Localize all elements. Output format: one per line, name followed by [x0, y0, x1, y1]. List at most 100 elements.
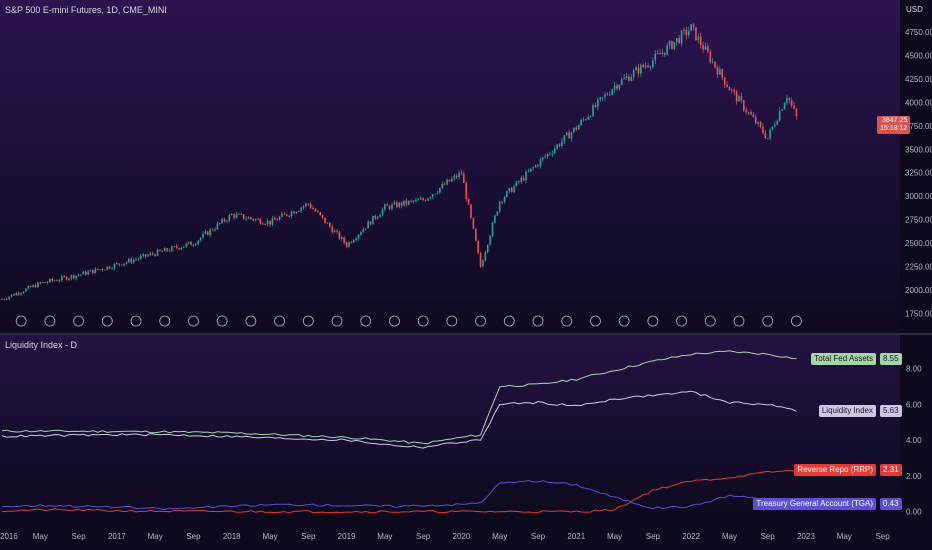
candle-body	[139, 255, 142, 259]
time-tick-label: 2022	[682, 532, 700, 541]
candle-body	[498, 201, 501, 212]
candle-body	[46, 282, 49, 283]
candle-body	[1, 299, 3, 301]
candle-body	[659, 52, 661, 55]
candle-body	[44, 282, 46, 283]
candle-body	[130, 258, 133, 263]
price-scale[interactable]: USD 4750.00 4500.00 4250.00 4000.00 3750.00 3…	[900, 0, 932, 333]
indicator-tick-label: 8.00	[906, 364, 922, 373]
candle-body	[273, 218, 276, 220]
candle-body	[630, 76, 633, 81]
time-tick-label: May	[492, 532, 507, 541]
candle-body	[15, 292, 18, 296]
price-chart[interactable]	[0, 0, 900, 333]
liquidity-chart[interactable]	[0, 335, 900, 523]
candle-body	[5, 299, 8, 300]
candle-body	[704, 46, 707, 50]
candle-body	[513, 186, 515, 193]
candle-body	[541, 157, 544, 160]
symbol-title[interactable]: S&P 500 E-mini Futures, 1D, CME_MINI	[5, 5, 167, 15]
candle-body	[702, 44, 704, 50]
candle-body	[790, 100, 793, 106]
candle-body	[716, 67, 719, 75]
candle-body	[570, 132, 573, 139]
time-tick-label: May	[262, 532, 277, 541]
price-tick-label: 3500.00	[905, 145, 932, 154]
candle-body	[446, 179, 448, 185]
candle-body	[601, 97, 604, 98]
candle-body	[568, 132, 570, 139]
candle-body	[477, 241, 479, 253]
candle-body	[604, 94, 606, 98]
candle-body	[565, 132, 568, 136]
time-tick-label: May	[33, 532, 48, 541]
candle-body	[271, 218, 274, 225]
indicator-title[interactable]: Liquidity Index - D	[5, 340, 78, 350]
event-marker	[561, 315, 573, 327]
candle-body	[49, 278, 51, 283]
candle-body	[632, 70, 635, 77]
candle-body	[65, 276, 68, 280]
candle-body	[577, 125, 580, 130]
event-marker	[417, 315, 429, 327]
event-marker	[15, 315, 27, 327]
event-marker	[733, 315, 745, 327]
candle-body	[384, 204, 386, 210]
candle-body	[321, 215, 324, 218]
candle-body	[625, 76, 628, 78]
candle-body	[216, 223, 219, 230]
series-name-tag: Reverse Repo (RRP)	[794, 464, 876, 477]
indicator-tick-label: 4.00	[906, 436, 922, 445]
candle-body	[350, 242, 353, 243]
candle-body	[183, 246, 185, 248]
candle-body	[391, 204, 393, 209]
candle-body	[606, 94, 609, 96]
candle-body	[345, 242, 348, 247]
candle-body	[656, 52, 659, 54]
pane-divider[interactable]	[0, 333, 932, 335]
candle-body	[582, 119, 585, 121]
candle-body	[362, 229, 365, 233]
indicator-scale[interactable]: 8.00 6.00 4.00 2.00 0.00	[900, 335, 932, 523]
candle-body	[592, 104, 594, 117]
price-pane[interactable]: S&P 500 E-mini Futures, 1D, CME_MINI	[0, 0, 900, 333]
candle-body	[235, 214, 238, 218]
candle-body	[211, 229, 214, 231]
candle-body	[494, 215, 496, 223]
candle-body	[525, 171, 527, 181]
event-marker	[791, 315, 802, 327]
candle-body	[333, 230, 336, 233]
candle-body	[515, 181, 518, 187]
candle-body	[443, 183, 446, 185]
candle-body	[738, 96, 740, 102]
candle-body	[608, 94, 611, 96]
event-marker	[704, 315, 716, 327]
candle-body	[467, 198, 470, 205]
candle-body	[479, 252, 482, 267]
candle-body	[573, 127, 575, 133]
candle-body	[652, 60, 654, 67]
candle-body	[699, 36, 702, 45]
candle-body	[403, 200, 405, 206]
candle-body	[640, 64, 642, 74]
candle-body	[228, 215, 231, 221]
candle-body	[474, 228, 477, 242]
candle-body	[783, 103, 786, 110]
candle-body	[82, 271, 85, 275]
candle-body	[173, 246, 176, 248]
candle-body	[697, 36, 700, 41]
candle-body	[427, 198, 429, 201]
time-tick-label: 2019	[338, 532, 356, 541]
candle-body	[37, 282, 39, 288]
series-value-tag: 8.55	[880, 352, 902, 365]
series-line-1	[1, 390, 797, 449]
candle-body	[61, 276, 63, 281]
price-tick-label: 3000.00	[905, 192, 932, 201]
event-marker	[532, 315, 544, 327]
candle-body	[293, 211, 295, 214]
time-tick-label: May	[607, 532, 622, 541]
candle-body	[747, 111, 750, 113]
indicator-pane[interactable]: Liquidity Index - D	[0, 335, 900, 523]
candle-body	[202, 233, 204, 238]
time-axis[interactable]: 2016 May Sep 2017 May Sep 2018 May Sep 2019 May Sep…	[0, 523, 932, 550]
